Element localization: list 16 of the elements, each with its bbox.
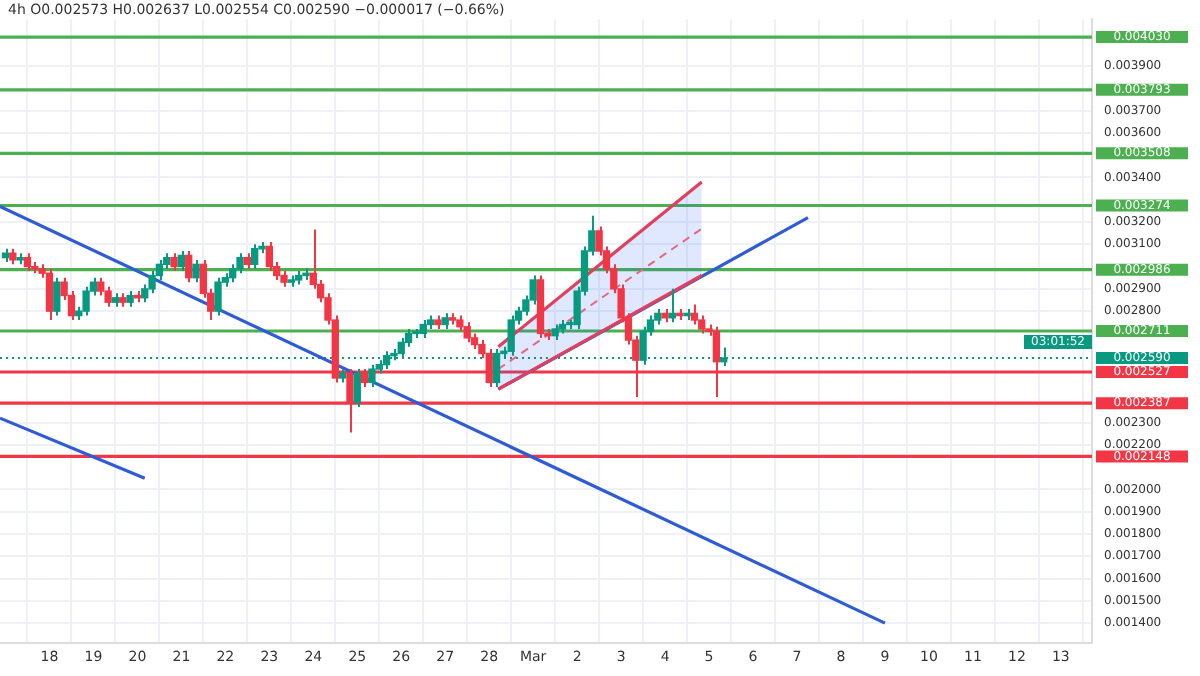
candlestick xyxy=(104,285,112,308)
candlestick xyxy=(82,285,90,317)
candlestick xyxy=(192,258,200,284)
candlestick xyxy=(463,321,471,344)
candlestick xyxy=(185,249,193,284)
candlestick xyxy=(53,276,61,317)
candlestick xyxy=(265,241,273,273)
candlestick xyxy=(507,314,515,357)
candlestick xyxy=(45,267,54,322)
candlestick xyxy=(177,249,186,273)
candlestick xyxy=(214,276,222,317)
candlestick xyxy=(353,368,361,408)
candlestick xyxy=(236,252,244,275)
candlestick xyxy=(148,270,156,295)
candlestick xyxy=(251,243,259,270)
candlestick xyxy=(368,363,376,388)
